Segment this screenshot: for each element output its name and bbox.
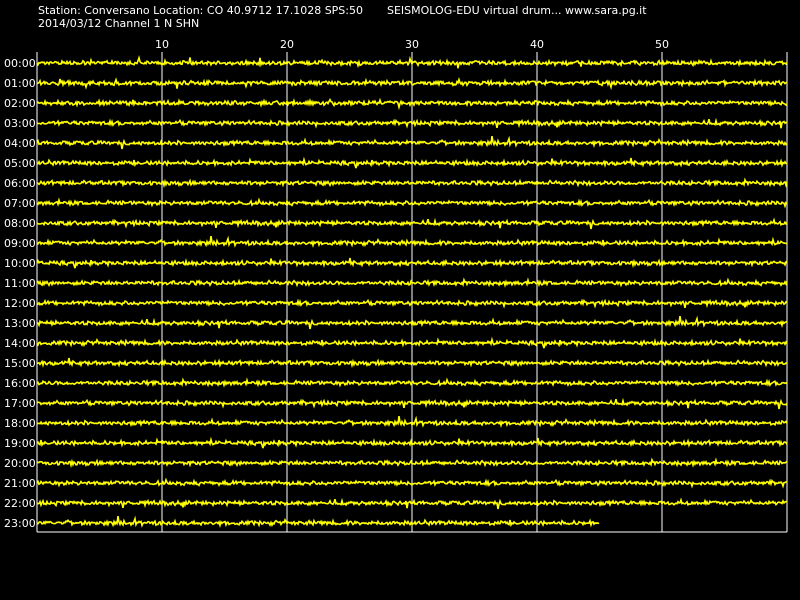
hour-label: 07:00 (4, 197, 36, 210)
hour-label: 23:00 (4, 517, 36, 530)
seismic-trace (37, 315, 788, 330)
station-info: Station: Conversano Location: CO 40.9712… (38, 4, 363, 17)
hour-label: 17:00 (4, 397, 36, 410)
hour-label: 08:00 (4, 217, 36, 230)
seismic-trace (36, 217, 788, 230)
hour-label: 04:00 (4, 137, 36, 150)
x-tick-label: 40 (530, 38, 544, 51)
hour-label: 03:00 (4, 117, 36, 130)
x-tick-label: 50 (655, 38, 669, 51)
hour-label: 14:00 (4, 337, 36, 350)
x-tick-label: 20 (280, 38, 294, 51)
seismic-trace (36, 235, 788, 248)
seismic-trace (36, 55, 788, 69)
seismic-trace (36, 336, 788, 349)
hour-label: 06:00 (4, 177, 36, 190)
labels: 10 20 30 40 50 00:00 01:00 02:00 03:00 04:00 05:00… (4, 38, 669, 530)
hour-label: 13:00 (4, 317, 36, 330)
hour-label: 12:00 (4, 297, 36, 310)
hour-label: 01:00 (4, 77, 36, 90)
seismic-trace (36, 515, 600, 528)
seismic-trace (36, 457, 788, 469)
seismic-trace (36, 415, 788, 428)
app-title: SEISMOLOG-EDU virtual drum... www.sara.p… (387, 4, 647, 17)
hour-label: 20:00 (4, 457, 36, 470)
seismic-trace (36, 277, 788, 288)
hour-label: 15:00 (4, 357, 36, 370)
hour-label: 18:00 (4, 417, 36, 430)
seismic-trace (36, 257, 788, 269)
date-channel-info: 2014/03/12 Channel 1 N SHN (38, 17, 200, 30)
hour-label: 00:00 (4, 57, 36, 70)
hour-label: 05:00 (4, 157, 36, 170)
hour-label: 19:00 (4, 437, 36, 450)
seismic-trace (36, 156, 788, 169)
x-tick-label: 30 (405, 38, 419, 51)
seismic-trace (36, 397, 788, 410)
seismic-trace (36, 357, 788, 369)
hour-label: 09:00 (4, 237, 36, 250)
traces (36, 55, 788, 528)
seismic-trace (36, 177, 788, 189)
seismic-trace (36, 298, 788, 309)
seismic-trace (36, 97, 788, 111)
hour-label: 10:00 (4, 257, 36, 270)
seismic-trace (36, 197, 788, 209)
hour-label: 16:00 (4, 377, 36, 390)
seismic-trace (36, 135, 788, 150)
seismic-trace (36, 436, 788, 449)
x-tick-label: 10 (155, 38, 169, 51)
grid (36, 52, 788, 533)
seismic-trace (36, 497, 788, 510)
seismic-trace (36, 377, 788, 388)
seismic-trace (36, 477, 788, 489)
hour-label: 22:00 (4, 497, 36, 510)
hour-label: 02:00 (4, 97, 36, 110)
seismic-trace (36, 76, 788, 91)
hour-label: 11:00 (4, 277, 36, 290)
hour-label: 21:00 (4, 477, 36, 490)
seismic-trace (36, 117, 788, 129)
